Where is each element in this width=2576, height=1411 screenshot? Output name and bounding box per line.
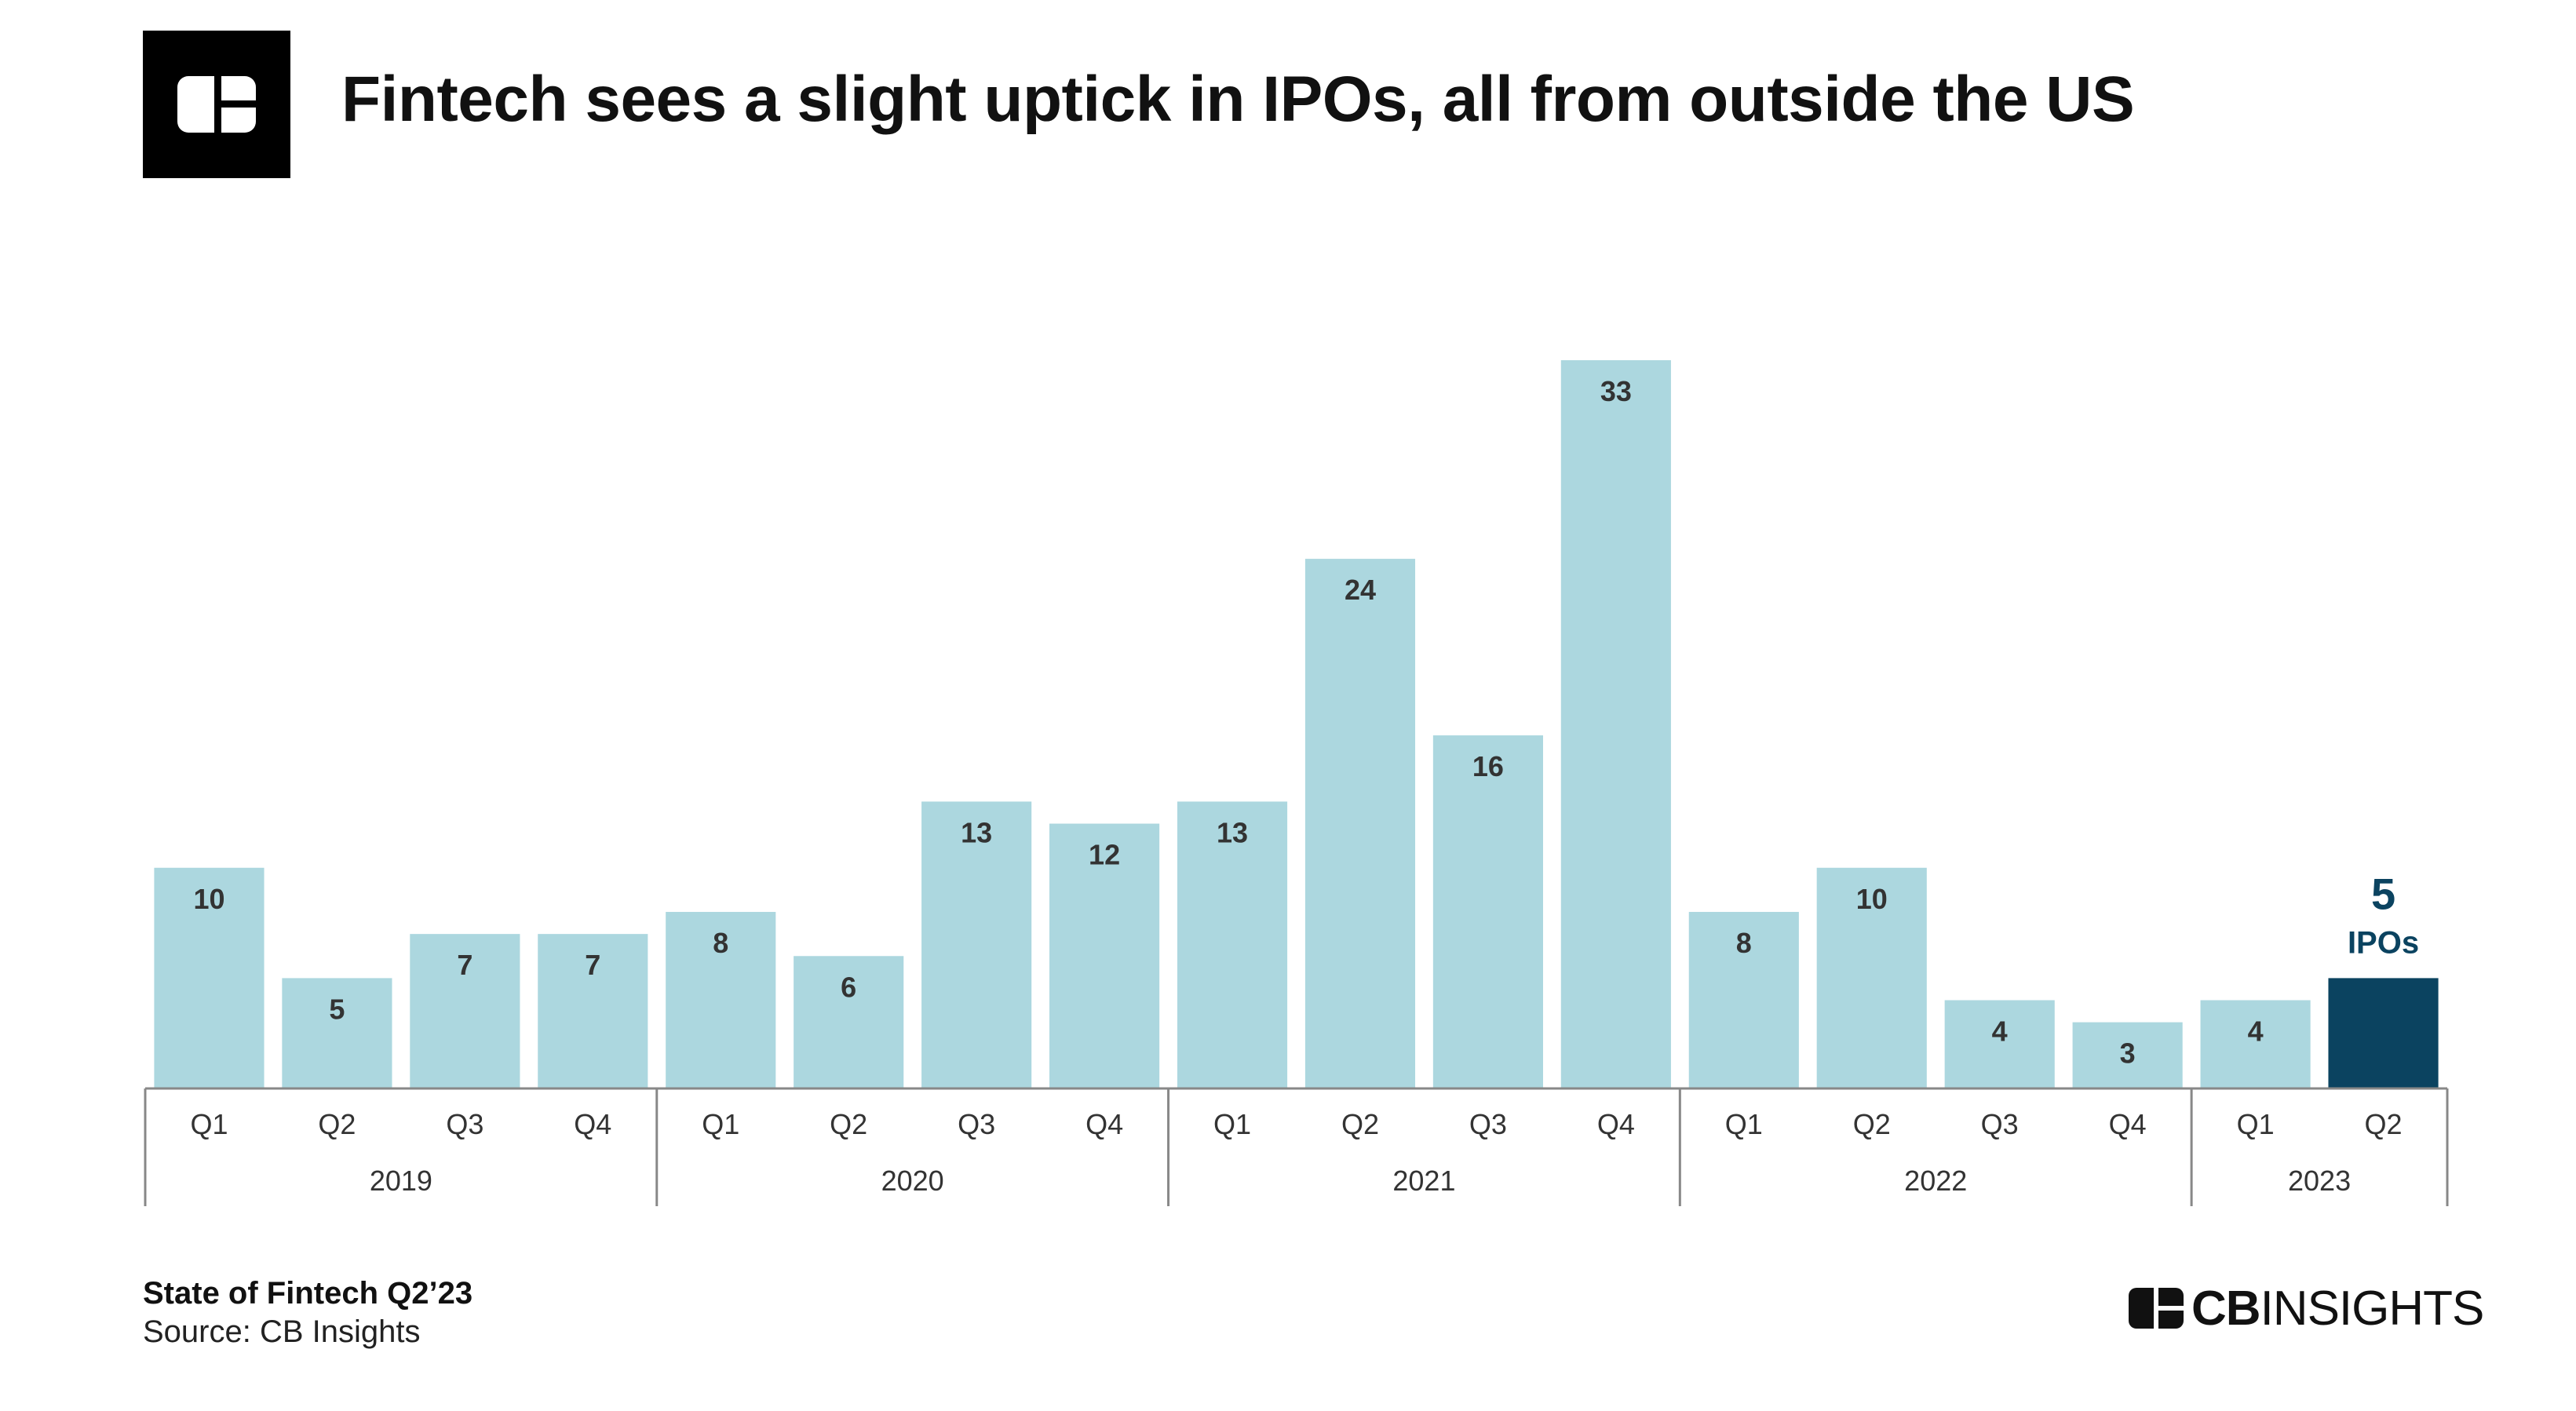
data-label-12: 8 bbox=[1736, 927, 1752, 959]
quarter-tick-2: Q3 bbox=[446, 1108, 483, 1140]
data-label-5: 6 bbox=[841, 971, 856, 1003]
year-label-2019: 2019 bbox=[370, 1165, 432, 1197]
bar-0 bbox=[154, 867, 265, 1088]
quarter-tick-13: Q2 bbox=[1853, 1108, 1891, 1140]
data-label-13: 10 bbox=[1856, 883, 1888, 915]
bar-11 bbox=[1560, 360, 1671, 1088]
page-title: Fintech sees a slight uptick in IPOs, al… bbox=[341, 64, 2135, 135]
source-note: Source: CB Insights bbox=[143, 1314, 421, 1349]
quarter-tick-16: Q1 bbox=[2237, 1108, 2275, 1140]
quarter-tick-3: Q4 bbox=[574, 1108, 611, 1140]
bar-2 bbox=[410, 934, 520, 1088]
bar-5 bbox=[794, 956, 904, 1088]
data-label-3: 7 bbox=[585, 949, 600, 981]
quarter-tick-7: Q4 bbox=[1085, 1108, 1123, 1140]
bar-10 bbox=[1432, 735, 1543, 1088]
data-label-4: 8 bbox=[713, 927, 728, 959]
bar-3 bbox=[538, 934, 648, 1088]
data-label-1: 5 bbox=[329, 993, 345, 1025]
bar-4 bbox=[666, 912, 776, 1088]
brand-wordmark: CBINSIGHTS bbox=[2191, 1281, 2484, 1336]
data-label-15: 3 bbox=[2120, 1037, 2136, 1070]
bar-16 bbox=[2200, 1000, 2311, 1088]
bar-9 bbox=[1304, 559, 1416, 1088]
quarter-tick-14: Q3 bbox=[1981, 1108, 2019, 1140]
year-label-2020: 2020 bbox=[881, 1165, 944, 1197]
quarter-tick-5: Q2 bbox=[830, 1108, 867, 1140]
data-label-9: 24 bbox=[1345, 574, 1376, 606]
bar-8 bbox=[1177, 801, 1288, 1088]
bar-14 bbox=[1944, 1000, 2055, 1088]
data-label-14: 4 bbox=[1992, 1015, 2008, 1048]
quarter-tick-4: Q1 bbox=[702, 1108, 739, 1140]
year-label-2021: 2021 bbox=[1392, 1165, 1455, 1197]
data-label-16: 4 bbox=[2248, 1015, 2264, 1048]
quarter-tick-17: Q2 bbox=[2365, 1108, 2403, 1140]
quarter-tick-9: Q2 bbox=[1341, 1108, 1379, 1140]
cb-logo bbox=[143, 31, 290, 178]
year-label-2023: 2023 bbox=[2288, 1165, 2351, 1197]
data-label-0: 10 bbox=[193, 883, 224, 915]
bar-17 bbox=[2328, 978, 2439, 1088]
quarter-tick-6: Q3 bbox=[958, 1108, 995, 1140]
highlight-value-label: 5 bbox=[2371, 869, 2395, 918]
highlight-unit-label: IPOs bbox=[2348, 925, 2419, 960]
quarter-tick-15: Q4 bbox=[2109, 1108, 2147, 1140]
quarter-tick-12: Q1 bbox=[1725, 1108, 1763, 1140]
data-label-11: 33 bbox=[1600, 375, 1632, 407]
quarter-tick-11: Q4 bbox=[1597, 1108, 1635, 1140]
bar-12 bbox=[1688, 912, 1799, 1088]
quarter-tick-8: Q1 bbox=[1213, 1108, 1251, 1140]
bar-1 bbox=[282, 978, 392, 1088]
data-label-7: 12 bbox=[1089, 839, 1120, 871]
quarter-tick-1: Q2 bbox=[318, 1108, 356, 1140]
quarter-tick-10: Q3 bbox=[1469, 1108, 1507, 1140]
data-label-6: 13 bbox=[961, 816, 992, 848]
data-label-8: 13 bbox=[1217, 816, 1248, 848]
cb-insights-brand: CBINSIGHTS bbox=[2129, 1281, 2484, 1336]
bar-15 bbox=[2072, 1022, 2183, 1088]
cb-brand-icon bbox=[2129, 1288, 2184, 1329]
cb-logo-icon bbox=[177, 76, 256, 133]
data-label-2: 7 bbox=[457, 949, 473, 981]
bar-13 bbox=[1816, 867, 1927, 1088]
bar-7 bbox=[1049, 823, 1160, 1088]
report-title: State of Fintech Q2’23 bbox=[143, 1276, 473, 1311]
bar-6 bbox=[921, 801, 1032, 1088]
year-label-2022: 2022 bbox=[1904, 1165, 1967, 1197]
data-label-10: 16 bbox=[1472, 750, 1504, 782]
quarter-tick-0: Q1 bbox=[190, 1108, 228, 1140]
